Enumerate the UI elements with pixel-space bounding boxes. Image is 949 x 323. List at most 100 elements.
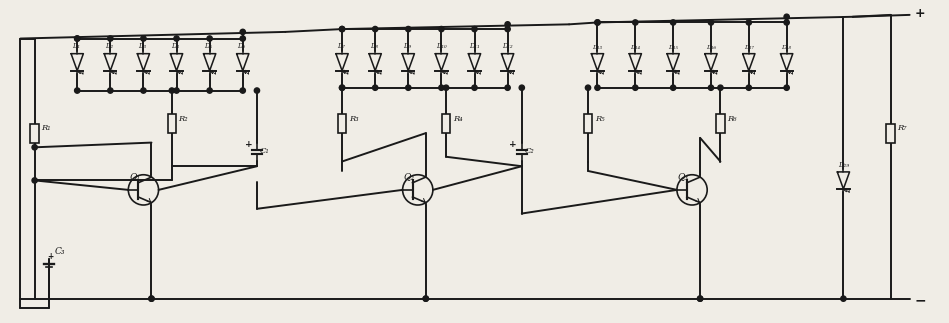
- Text: +: +: [914, 7, 925, 20]
- Bar: [168, 114, 177, 133]
- Text: D₁₁: D₁₁: [470, 42, 480, 50]
- Text: −: −: [914, 293, 926, 307]
- Circle shape: [32, 178, 37, 183]
- Circle shape: [140, 88, 146, 93]
- Circle shape: [519, 85, 525, 90]
- Text: R₁: R₁: [41, 124, 51, 132]
- Text: D₉: D₉: [403, 42, 411, 50]
- Text: D₁: D₁: [72, 42, 80, 50]
- Circle shape: [505, 85, 511, 90]
- Circle shape: [633, 20, 638, 25]
- Circle shape: [671, 20, 676, 25]
- Text: D₄: D₄: [172, 42, 179, 50]
- Circle shape: [595, 20, 600, 25]
- Text: +: +: [245, 140, 252, 149]
- Text: D₂: D₂: [105, 42, 113, 50]
- Circle shape: [746, 85, 752, 90]
- Circle shape: [75, 88, 80, 93]
- Circle shape: [784, 20, 790, 25]
- Bar: [886, 124, 895, 142]
- Circle shape: [698, 296, 703, 301]
- Circle shape: [472, 85, 477, 90]
- Circle shape: [595, 20, 600, 25]
- Circle shape: [841, 296, 847, 301]
- Text: D₈: D₈: [370, 42, 378, 50]
- Circle shape: [505, 26, 511, 32]
- Circle shape: [75, 36, 80, 41]
- Circle shape: [784, 14, 790, 19]
- Circle shape: [207, 88, 213, 93]
- Circle shape: [149, 296, 154, 301]
- Circle shape: [708, 20, 714, 25]
- Bar: [442, 114, 451, 133]
- Circle shape: [438, 85, 444, 90]
- Circle shape: [75, 36, 80, 41]
- Circle shape: [340, 26, 344, 32]
- Circle shape: [107, 88, 113, 93]
- Circle shape: [633, 85, 638, 90]
- Text: D₅: D₅: [204, 42, 213, 50]
- Bar: [584, 114, 592, 133]
- Text: C₁: C₁: [260, 147, 270, 155]
- Text: R₃: R₃: [348, 115, 359, 123]
- Circle shape: [472, 26, 477, 32]
- Circle shape: [746, 20, 752, 25]
- Circle shape: [438, 26, 444, 32]
- Bar: [30, 124, 39, 142]
- Text: D₁₅: D₁₅: [668, 45, 678, 50]
- Circle shape: [240, 88, 246, 93]
- Text: D₁₇: D₁₇: [744, 45, 754, 50]
- Circle shape: [784, 85, 790, 90]
- Circle shape: [240, 29, 246, 35]
- Circle shape: [254, 88, 260, 93]
- Text: +: +: [47, 252, 53, 261]
- Circle shape: [505, 22, 511, 27]
- Circle shape: [32, 145, 37, 150]
- Circle shape: [149, 296, 154, 301]
- Circle shape: [107, 36, 113, 41]
- Text: D₃: D₃: [139, 42, 146, 50]
- Circle shape: [698, 296, 703, 301]
- Circle shape: [586, 85, 590, 90]
- Circle shape: [240, 36, 246, 41]
- Text: R₅: R₅: [595, 115, 605, 123]
- Circle shape: [340, 85, 344, 90]
- Circle shape: [708, 85, 714, 90]
- Circle shape: [174, 88, 179, 93]
- Text: R₄: R₄: [453, 115, 462, 123]
- Circle shape: [405, 85, 411, 90]
- Text: C₃: C₃: [54, 247, 65, 256]
- Text: Q₃: Q₃: [678, 172, 689, 182]
- Text: D₁₈: D₁₈: [781, 45, 791, 50]
- Text: D₁₄: D₁₄: [630, 45, 641, 50]
- Circle shape: [405, 26, 411, 32]
- Text: R₇: R₇: [898, 124, 907, 132]
- Circle shape: [423, 296, 428, 301]
- Text: D₁₀: D₁₀: [437, 42, 447, 50]
- Bar: [338, 114, 346, 133]
- Circle shape: [207, 36, 213, 41]
- Circle shape: [595, 85, 600, 90]
- Text: D₁₉: D₁₉: [838, 161, 849, 169]
- Circle shape: [340, 26, 344, 32]
- Circle shape: [373, 26, 378, 32]
- Text: C₂: C₂: [525, 147, 534, 155]
- Circle shape: [169, 88, 175, 93]
- Text: R₆: R₆: [727, 115, 736, 123]
- Circle shape: [340, 85, 344, 90]
- Text: D₁₆: D₁₆: [706, 45, 716, 50]
- Text: R₂: R₂: [178, 115, 188, 123]
- Text: D₁₂: D₁₂: [502, 42, 513, 50]
- Text: D₆: D₆: [237, 42, 246, 50]
- Circle shape: [140, 36, 146, 41]
- Text: Q₂: Q₂: [403, 172, 415, 182]
- Text: D₇: D₇: [337, 42, 344, 50]
- Text: D₁₃: D₁₃: [592, 45, 603, 50]
- Text: +: +: [510, 140, 517, 149]
- Circle shape: [373, 85, 378, 90]
- Circle shape: [443, 85, 449, 90]
- Circle shape: [671, 85, 676, 90]
- Circle shape: [717, 85, 723, 90]
- Circle shape: [174, 36, 179, 41]
- Text: Q₁: Q₁: [129, 172, 140, 182]
